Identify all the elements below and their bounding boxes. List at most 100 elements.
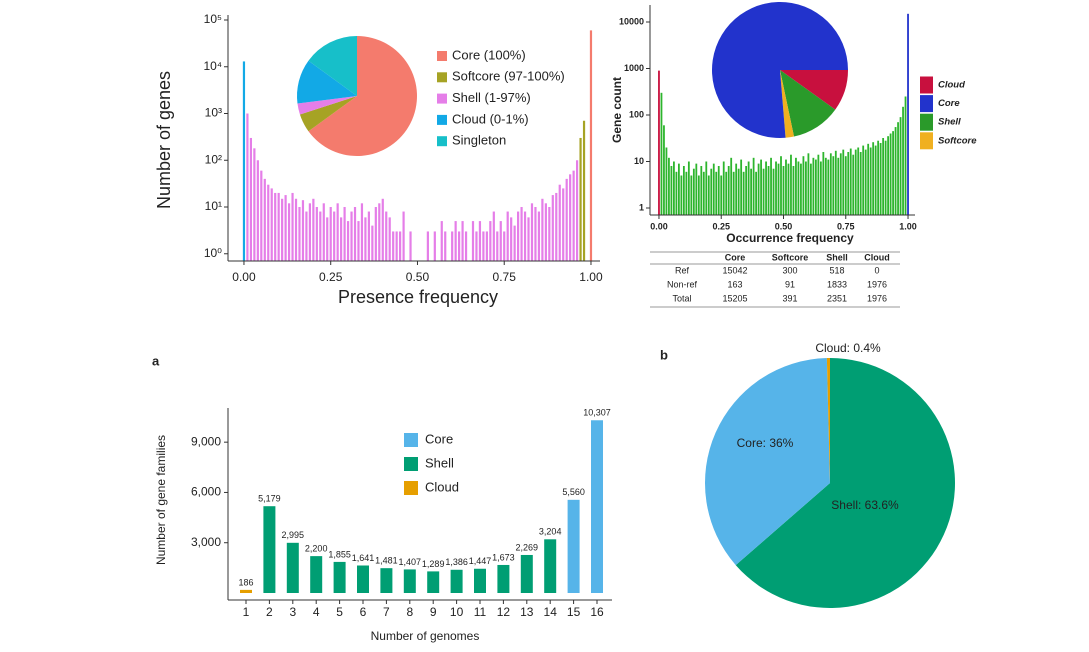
- bar: [692, 168, 695, 215]
- data-label: 1,407: [399, 557, 422, 567]
- bar: [277, 192, 280, 261]
- bar: [712, 163, 715, 215]
- bar: [357, 565, 369, 593]
- table-header: Cloud: [864, 252, 890, 262]
- bar: [792, 166, 795, 215]
- table-cell: 391: [782, 293, 797, 303]
- data-label: 5,179: [258, 494, 281, 504]
- x-tick-label: 3: [289, 605, 296, 619]
- bar: [869, 147, 872, 215]
- bar: [575, 160, 579, 261]
- legend-label: Cloud: [938, 80, 965, 91]
- bar: [506, 211, 509, 261]
- bar: [839, 153, 842, 215]
- bar: [827, 159, 830, 215]
- table-cell: 518: [829, 265, 844, 275]
- bar: [357, 221, 360, 261]
- bar: [253, 148, 256, 261]
- bar: [780, 156, 782, 215]
- bar: [837, 157, 840, 215]
- bar: [310, 556, 323, 593]
- bar: [897, 122, 899, 215]
- bar: [399, 231, 402, 261]
- legend-swatch: [920, 76, 933, 94]
- bar: [668, 157, 670, 215]
- table-cell: 1833: [827, 279, 847, 289]
- bar: [364, 217, 367, 261]
- legend-swatch: [404, 481, 418, 495]
- bar: [767, 166, 770, 215]
- bar: [395, 231, 398, 261]
- bar: [677, 163, 680, 215]
- x-tick-label: 10: [450, 605, 464, 619]
- bar: [884, 140, 887, 215]
- data-label: 1,289: [422, 559, 445, 569]
- bar: [333, 211, 336, 261]
- table-row-label: Non-ref: [667, 279, 698, 289]
- bar: [844, 156, 847, 215]
- bar: [852, 154, 855, 215]
- bar: [301, 200, 305, 261]
- slice-label: Cloud: 0.4%: [815, 341, 881, 355]
- bar: [340, 217, 343, 261]
- bar: [822, 152, 825, 215]
- y-axis-title: Gene count: [610, 77, 624, 143]
- bar: [579, 137, 582, 261]
- legend-label: Softcore: [938, 135, 977, 146]
- bar: [782, 166, 785, 215]
- table-header: Core: [725, 252, 746, 262]
- bar: [444, 231, 447, 261]
- bar: [750, 168, 753, 215]
- bar: [892, 131, 894, 215]
- bar: [565, 178, 568, 261]
- bar: [717, 166, 720, 215]
- bar: [378, 203, 381, 261]
- pie-slice: [299, 96, 357, 132]
- bar: [658, 70, 660, 215]
- legend-swatch: [920, 113, 933, 131]
- x-tick-label: 0.75: [837, 221, 855, 231]
- legend-swatch: [920, 95, 933, 113]
- bar: [702, 171, 705, 215]
- bar: [402, 211, 405, 261]
- x-tick-label: 5: [336, 605, 343, 619]
- x-tick-label: 0.00: [650, 221, 668, 231]
- bar: [854, 149, 857, 215]
- panel-label: b: [660, 347, 668, 362]
- data-label: 2,269: [516, 542, 539, 552]
- table-header: Shell: [826, 252, 848, 262]
- bar: [315, 207, 318, 261]
- bar: [800, 163, 802, 215]
- bar: [715, 171, 718, 215]
- bar: [697, 175, 700, 215]
- x-tick-label: 0.25: [319, 270, 343, 284]
- panel-label: a: [152, 353, 160, 368]
- bar: [497, 564, 510, 593]
- bar: [882, 138, 885, 215]
- bar: [720, 175, 723, 215]
- legend-swatch: [920, 132, 933, 150]
- bar: [879, 142, 882, 215]
- bar: [374, 207, 377, 261]
- bar: [451, 231, 454, 261]
- bar: [281, 198, 284, 261]
- bar: [305, 211, 308, 261]
- bar: [294, 198, 298, 261]
- bar: [461, 221, 464, 261]
- bar: [814, 159, 817, 215]
- bar: [755, 171, 757, 215]
- data-label: 186: [238, 577, 253, 587]
- data-label: 1,673: [492, 552, 515, 562]
- y-tick-label: 10000: [619, 16, 644, 26]
- bar: [722, 161, 725, 215]
- bar: [675, 171, 678, 215]
- bar: [710, 168, 713, 215]
- bar: [517, 211, 520, 261]
- x-tick-label: 15: [567, 605, 581, 619]
- bar: [752, 157, 755, 215]
- bar: [877, 140, 880, 215]
- pie-slice: [780, 70, 794, 138]
- pie-slice: [297, 60, 357, 104]
- bar: [727, 166, 730, 215]
- x-tick-label: 13: [520, 605, 534, 619]
